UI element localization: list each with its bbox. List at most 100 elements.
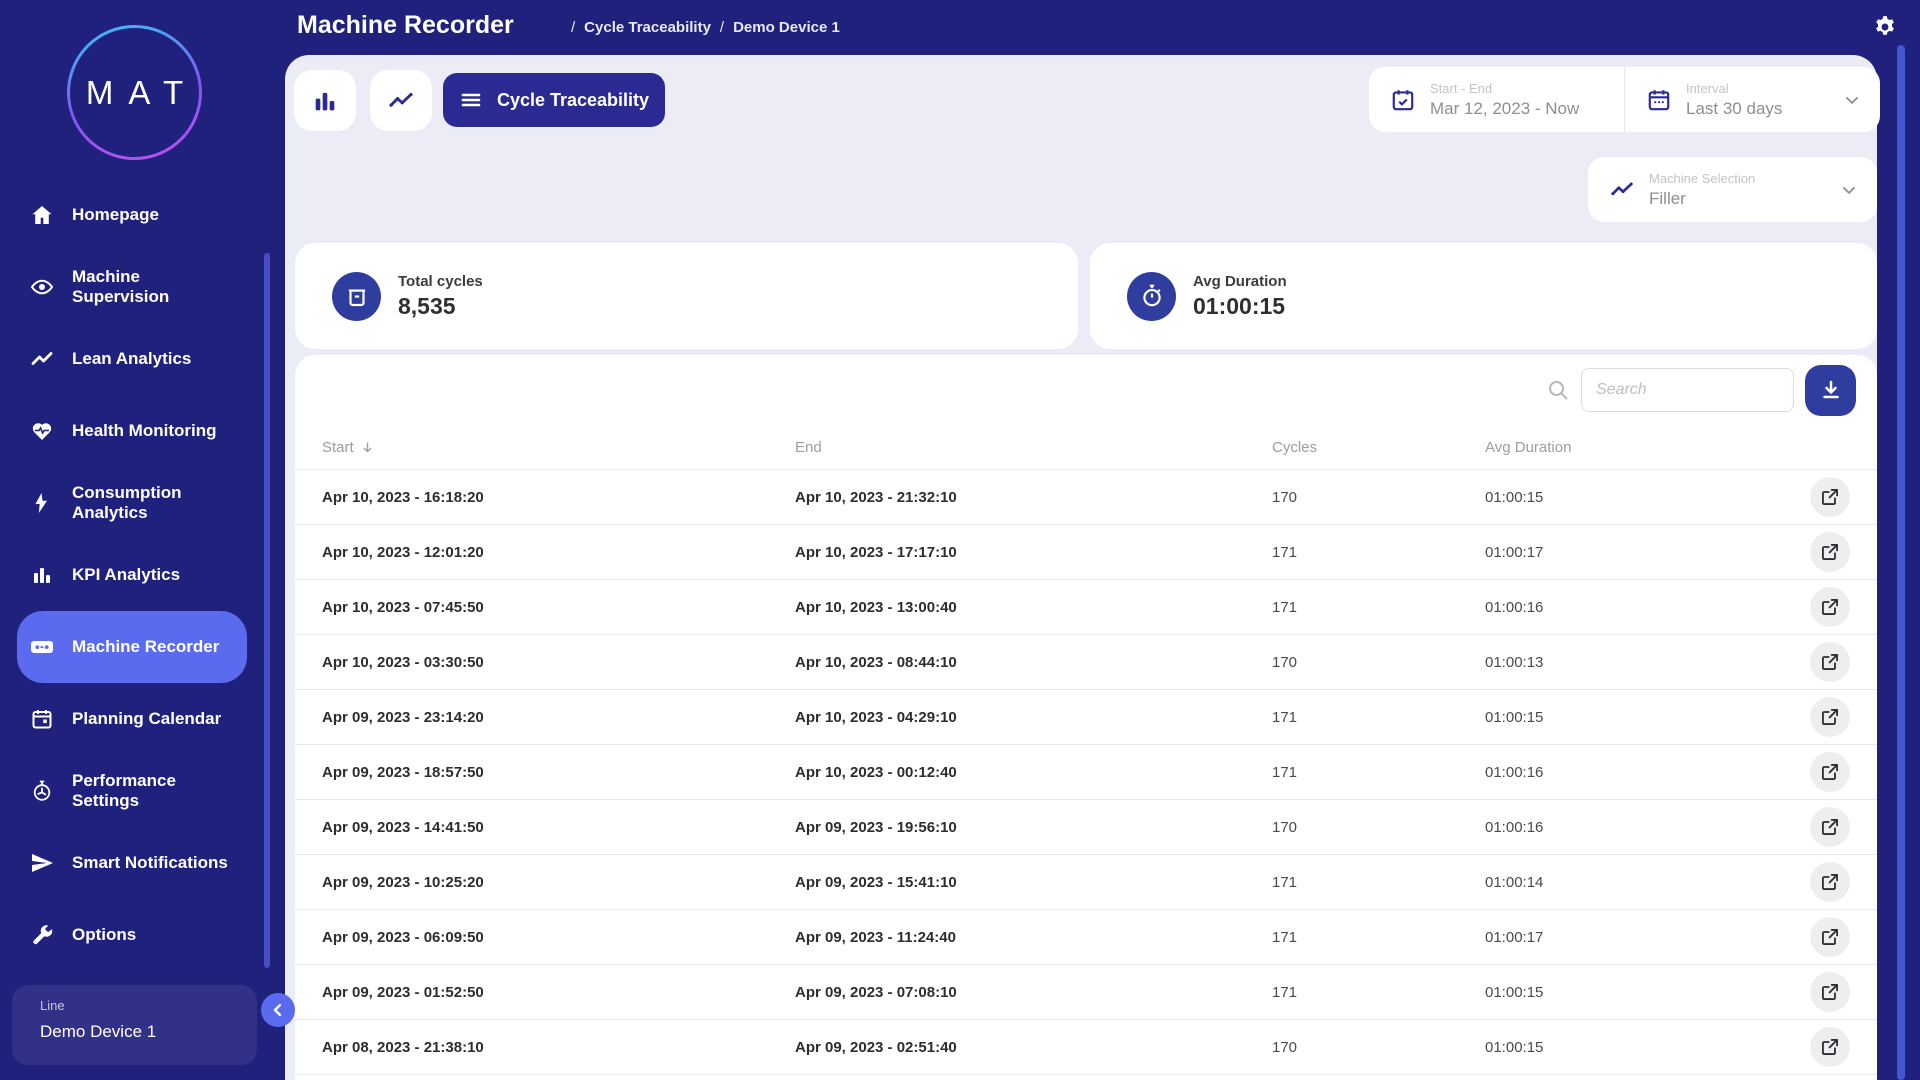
gauge-icon [30,779,54,803]
sidebar-scrollbar[interactable] [264,253,270,968]
machine-selection-card: Machine Selection Filler [1588,157,1877,222]
machine-selection-select[interactable]: Machine Selection Filler [1588,157,1877,222]
table-row: Apr 10, 2023 - 12:01:20 Apr 10, 2023 - 1… [295,525,1877,580]
sidebar-item-kpi-analytics[interactable]: KPI Analytics [17,539,247,611]
column-header-avg-duration[interactable]: Avg Duration [1485,438,1572,456]
sidebar-item-homepage[interactable]: Homepage [17,179,247,251]
device-card: Line Demo Device 1 [12,985,257,1065]
chevron-down-icon[interactable] [1839,180,1859,200]
column-header-end[interactable]: End [795,438,822,456]
table-row: Apr 10, 2023 - 03:30:50 Apr 10, 2023 - 0… [295,635,1877,690]
calendar-check-icon [1390,87,1416,113]
interval-label: Interval [1686,80,1729,96]
cell-cycles: 170 [1272,1038,1298,1056]
open-in-new-icon [1820,597,1840,617]
cell-start: Apr 09, 2023 - 14:41:50 [322,818,484,836]
page-title: Machine Recorder [297,11,514,39]
sidebar-item-smart-notifications[interactable]: Smart Notifications [17,827,247,899]
line-chart-view-button[interactable] [370,70,432,131]
open-in-new-icon [1820,487,1840,507]
open-cycle-button[interactable] [1810,642,1850,682]
line-chart-icon [387,87,415,115]
sidebar-item-machine-supervision[interactable]: Machine Supervision [17,251,247,323]
cell-start: Apr 10, 2023 - 07:45:50 [322,598,484,616]
sidebar-item-lean-analytics[interactable]: Lean Analytics [17,323,247,395]
download-button[interactable] [1805,364,1856,416]
search-input[interactable] [1581,368,1794,412]
bolt-icon [30,491,54,515]
open-cycle-button[interactable] [1810,752,1850,792]
cell-end: Apr 09, 2023 - 02:51:40 [795,1038,957,1056]
open-cycle-button[interactable] [1810,862,1850,902]
total-cycles-card: Total cycles 8,535 [295,243,1078,349]
sidebar-item-options[interactable]: Options [17,899,247,971]
sidebar-collapse-button[interactable] [261,993,295,1027]
sidebar-item-performance-settings[interactable]: Performance Settings [17,755,247,827]
cycle-traceability-button[interactable]: Cycle Traceability [443,73,665,127]
cell-end: Apr 09, 2023 - 15:41:10 [795,873,957,891]
date-range-picker[interactable]: Start - End Mar 12, 2023 - Now [1369,67,1624,132]
main-panel: Cycle Traceability Start - End Mar 12, 2… [285,55,1880,1080]
list-icon [459,88,483,112]
sidebar: MAT Homepage Machine Supervision Lean An… [0,0,295,1080]
cell-avg-duration: 01:00:15 [1485,983,1544,1001]
table-row: Apr 09, 2023 - 23:14:20 Apr 10, 2023 - 0… [295,690,1877,745]
settings-button[interactable] [1872,12,1902,42]
breadcrumb-item[interactable]: Demo Device 1 [733,19,840,36]
open-cycle-button[interactable] [1810,532,1850,572]
eye-icon [30,275,54,299]
table-row: Apr 10, 2023 - 07:45:50 Apr 10, 2023 - 1… [295,580,1877,635]
sidebar-item-health-monitoring[interactable]: Health Monitoring [17,395,247,467]
table-header: Start End Cycles Avg Duration [295,425,1877,470]
sidebar-item-consumption-analytics[interactable]: Consumption Analytics [17,467,247,539]
cell-start: Apr 10, 2023 - 03:30:50 [322,653,484,671]
open-cycle-button[interactable] [1810,972,1850,1012]
open-cycle-button[interactable] [1810,1027,1850,1067]
page-scrollbar[interactable] [1897,45,1905,1080]
open-in-new-icon [1820,707,1840,727]
sort-descending-icon [360,440,375,455]
cell-cycles: 171 [1272,708,1298,726]
logo-text: MAT [85,73,199,111]
device-card-label: Line [40,998,65,1013]
sidebar-item-planning-calendar[interactable]: Planning Calendar [17,683,247,755]
cell-cycles: 171 [1272,763,1298,781]
open-in-new-icon [1820,542,1840,562]
total-cycles-value: 8,535 [398,292,456,319]
cell-avg-duration: 01:00:15 [1485,1038,1544,1056]
table-body: Apr 10, 2023 - 16:18:20 Apr 10, 2023 - 2… [295,470,1877,1075]
column-header-start[interactable]: Start [322,439,795,456]
cell-end: Apr 10, 2023 - 04:29:10 [795,708,957,726]
device-card-value: Demo Device 1 [40,1022,157,1041]
home-icon [30,203,54,227]
sidebar-menu: Homepage Machine Supervision Lean Analyt… [0,179,278,971]
chevron-down-icon[interactable] [1842,90,1862,110]
bar-chart-view-button[interactable] [294,70,356,131]
topbar: Machine Recorder / Cycle Traceability / … [278,0,1920,55]
open-cycle-button[interactable] [1810,587,1850,627]
breadcrumb-separator: / [719,19,725,36]
avg-duration-value: 01:00:15 [1193,292,1286,319]
bar-chart-icon [30,563,54,587]
cell-cycles: 171 [1272,598,1298,616]
date-range-label: Start - End [1430,80,1493,96]
cell-avg-duration: 01:00:15 [1485,488,1544,506]
column-header-cycles[interactable]: Cycles [1272,438,1318,456]
open-cycle-button[interactable] [1810,807,1850,847]
open-cycle-button[interactable] [1810,917,1850,957]
interval-select[interactable]: Interval Last 30 days [1624,67,1880,132]
avg-duration-label: Avg Duration [1193,272,1287,290]
sidebar-item-machine-recorder[interactable]: Machine Recorder [17,611,247,683]
open-cycle-button[interactable] [1810,697,1850,737]
open-cycle-button[interactable] [1810,477,1850,517]
cell-end: Apr 10, 2023 - 08:44:10 [795,653,957,671]
calendar-icon [30,707,54,731]
download-icon [1819,378,1843,402]
wrench-icon [30,923,54,947]
line-chart-icon [1609,177,1635,203]
cell-avg-duration: 01:00:16 [1485,818,1544,836]
cell-avg-duration: 01:00:16 [1485,598,1544,616]
bar-chart-icon [311,87,339,115]
breadcrumb-item[interactable]: Cycle Traceability [584,19,711,36]
cell-end: Apr 09, 2023 - 07:08:10 [795,983,957,1001]
